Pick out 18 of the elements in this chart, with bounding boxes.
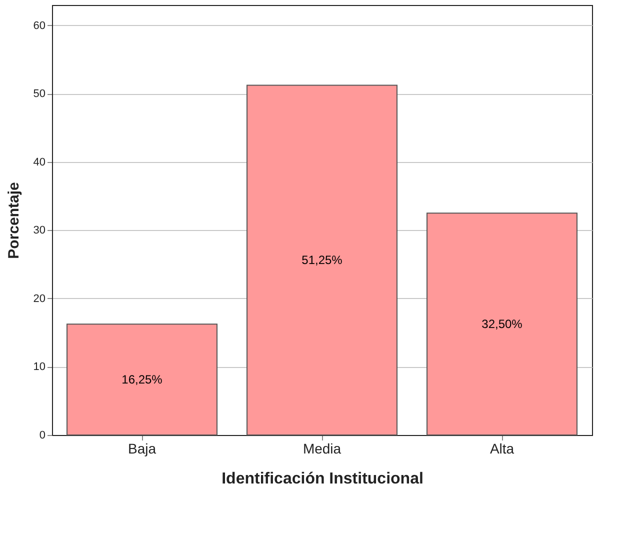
- y-tick-label: 50: [33, 88, 46, 100]
- y-tick-label: 40: [33, 156, 46, 168]
- x-axis-title: Identificación Institucional: [222, 470, 424, 488]
- x-tick-label: Alta: [490, 440, 514, 456]
- bar: [246, 84, 398, 436]
- y-tick-label: 0: [39, 430, 46, 442]
- bar: [66, 324, 218, 436]
- data-label: 16,25%: [122, 372, 163, 387]
- x-tick-label: Baja: [128, 440, 156, 456]
- data-label: 32,50%: [482, 317, 523, 332]
- y-tick-label: 30: [33, 224, 46, 237]
- y-tick-label: 20: [33, 292, 46, 305]
- y-tick-label: 10: [33, 361, 46, 374]
- data-label: 51,25%: [302, 253, 343, 268]
- bar: [426, 212, 578, 436]
- y-axis-title: Porcentaje: [5, 182, 22, 259]
- y-tick-label: 60: [33, 20, 46, 32]
- x-tick-label: Media: [302, 440, 342, 456]
